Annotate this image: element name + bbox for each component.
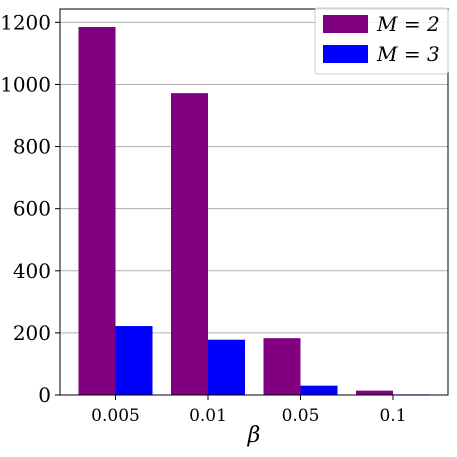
legend-label: M = 3 [376, 42, 440, 66]
x-tick-label: 0.01 [189, 406, 227, 426]
legend-swatch [323, 15, 368, 33]
x-axis: 0.005 0.01 0.05 0.1 [91, 395, 407, 426]
x-tick-label: 0.1 [379, 406, 406, 426]
x-tick-label: 0.005 [91, 406, 140, 426]
bar-m3-0.005 [115, 326, 153, 395]
y-tick-label: 1200 [0, 10, 51, 34]
y-tick-label: 800 [13, 135, 51, 159]
x-tick-label: 0.05 [282, 406, 320, 426]
y-tick-label: 600 [13, 197, 51, 221]
legend-label: M = 2 [376, 12, 440, 36]
y-tick-label: 1000 [0, 72, 51, 96]
bar-m2-0.1 [356, 390, 393, 395]
bar-m3-0.01 [208, 339, 245, 395]
legend-swatch [323, 45, 368, 63]
bar-m2-0.01 [171, 93, 208, 396]
bar-marks [78, 27, 430, 396]
bar-m2-0.05 [263, 338, 301, 395]
bar-m3-0.05 [300, 385, 338, 395]
y-tick-label: 200 [13, 321, 51, 345]
y-tick-label: 400 [13, 259, 51, 283]
y-axis: 0 200 400 600 800 1000 1200 [0, 10, 60, 407]
legend: M = 2 M = 3 [314, 7, 449, 75]
y-tick-label: 0 [38, 383, 51, 407]
plot-frame [59, 8, 449, 396]
bar-m2-0.005 [78, 27, 116, 396]
x-axis-title: β [247, 423, 261, 448]
